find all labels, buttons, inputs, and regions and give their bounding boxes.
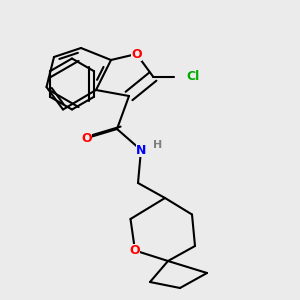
Text: H: H bbox=[153, 140, 162, 150]
Text: O: O bbox=[82, 131, 92, 145]
Text: O: O bbox=[131, 47, 142, 61]
Text: O: O bbox=[130, 244, 140, 257]
Text: N: N bbox=[136, 143, 146, 157]
Text: Cl: Cl bbox=[186, 70, 199, 83]
